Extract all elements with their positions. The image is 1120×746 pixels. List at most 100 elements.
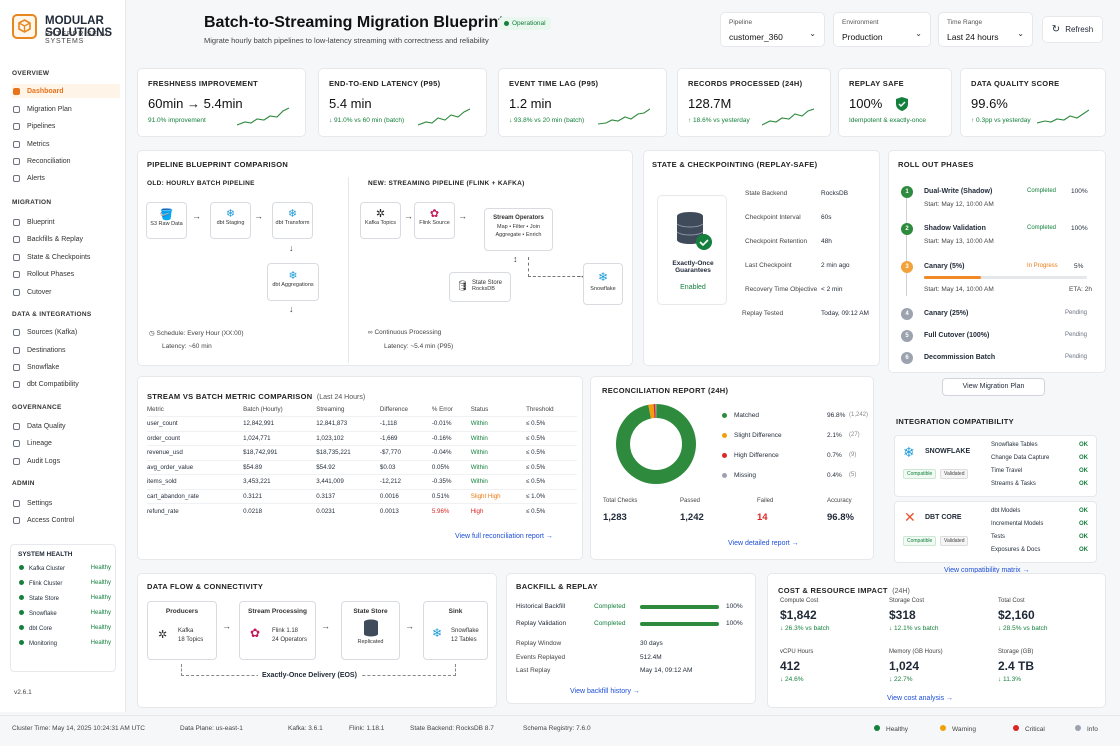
nav-state[interactable]: State & Checkpoints (12, 250, 120, 264)
cost-value: $318 (889, 608, 916, 622)
nav-label: Dashboard (27, 87, 64, 95)
nav-data-quality[interactable]: Data Quality (12, 419, 120, 433)
cost-label: vCPU Hours (780, 649, 814, 655)
environment-select[interactable]: Environment Production ⌄ (833, 12, 931, 47)
cost-label: Compute Cost (780, 598, 819, 604)
kafka-icon: ✲ (158, 629, 168, 641)
lock-icon (13, 516, 20, 524)
kafka-icon (13, 328, 20, 336)
refresh-button[interactable]: ↻ Refresh (1042, 16, 1103, 43)
dot-icon (1075, 725, 1081, 731)
nav-label: Cutover (27, 288, 52, 296)
canary-progress-track (924, 276, 1087, 279)
nav-backfills[interactable]: Backfills & Replay (12, 232, 120, 246)
node-flink-source[interactable]: ✿ Flink Source (414, 202, 455, 239)
continuous-label: Continuous Processing (374, 329, 442, 336)
nav-dbt[interactable]: dbt Compatibility (12, 377, 120, 391)
node-dbt-staging[interactable]: ❄ dbt Staging (210, 202, 251, 239)
snowflake-icon: ❄ (287, 208, 298, 220)
compatible-badge: Compatible (903, 536, 937, 546)
nav-reconciliation[interactable]: Reconciliation (12, 154, 120, 168)
backfill-bar-status: Completed (594, 620, 626, 627)
plan-icon (13, 105, 20, 113)
table-row[interactable]: cart_abandon_rate 0.3121 0.3137 0.0016 0.51%… (147, 489, 577, 504)
dbt-icon (13, 380, 20, 388)
data-flow-card: DATA FLOW & CONNECTIVITY Producers ✲ Kafka… (137, 573, 497, 708)
nav-snowflake[interactable]: Snowflake (12, 360, 120, 374)
flow-node-producers[interactable]: Producers ✲ Kafka 18 Topics (147, 601, 217, 660)
nav-blueprint[interactable]: Blueprint (12, 215, 120, 229)
health-row: dbt Core Healthy (19, 625, 111, 632)
legend-pct: 2.1% (827, 432, 842, 439)
kpi-value: 100% (849, 96, 883, 111)
table-row[interactable]: avg_order_value $54.89 $54.92 $0.03 0.05% Wit… (147, 460, 577, 475)
nav-sources[interactable]: Sources (Kafka) (12, 325, 120, 339)
nav-pipelines[interactable]: Pipelines (12, 119, 120, 133)
node-kafka[interactable]: ✲ Kafka Topics (360, 202, 401, 239)
time-range-select[interactable]: Time Range Last 24 hours ⌄ (938, 12, 1033, 47)
nav-lineage[interactable]: Lineage (12, 436, 120, 450)
table-cell: $0.03 (379, 463, 396, 471)
nav-label: Access Control (27, 516, 75, 524)
node-snowflake[interactable]: ❄ Snowflake (583, 263, 623, 305)
flow-node-sub: Snowflake (451, 628, 479, 634)
table-cell: Within (470, 449, 488, 457)
table-row[interactable]: refund_rate 0.0218 0.0231 0.0013 5.96% High ≤ … (147, 503, 577, 519)
table-cell: -12,212 (379, 478, 401, 486)
backfill-card: BACKFILL & REPLAY Replay Window 30 days E… (506, 573, 756, 704)
nav-rollout[interactable]: Rollout Phases (12, 267, 120, 281)
health-row: Flink Cluster Healthy (19, 580, 111, 587)
nav-audit[interactable]: Audit Logs (12, 454, 120, 468)
nav-migration-plan[interactable]: Migration Plan (12, 102, 120, 116)
view-compatibility-link[interactable]: View compatibility matrix → (944, 567, 1030, 574)
nav-alerts[interactable]: Alerts (12, 171, 120, 185)
table-row[interactable]: order_count 1,024,771 1,023,102 -1,669 -0.16… (147, 431, 577, 446)
view-backfill-history-link[interactable]: View backfill history → (570, 688, 640, 695)
phase-number: 6 (901, 352, 913, 364)
flink-icon: ✿ (429, 208, 440, 220)
nav-access[interactable]: Access Control (12, 513, 120, 527)
flow-node-sink[interactable]: Sink ❄ Snowflake 12 Tables (423, 601, 488, 660)
brand-logo[interactable] (12, 14, 37, 39)
view-migration-plan-button[interactable]: View Migration Plan (942, 378, 1045, 396)
system-health-title: SYSTEM HEALTH (18, 551, 73, 558)
flow-node-state-store[interactable]: State Store Replicated (341, 601, 400, 660)
legend-info: Info (1075, 725, 1098, 733)
compat-item-status: OK (1079, 442, 1088, 448)
state-value: RocksDB (821, 190, 849, 197)
node-dbt-aggregations[interactable]: ❄ dbt Aggregations (267, 263, 319, 301)
table-header-cell: % Error (431, 405, 453, 413)
infinity-icon: ∞ (368, 329, 375, 336)
health-row: Monitoring Healthy (19, 640, 111, 647)
table-cell: Within (470, 463, 488, 471)
cost-value: $2,160 (998, 608, 1035, 622)
pipeline-select[interactable]: Pipeline customer_360 ⌄ (720, 12, 825, 47)
view-detailed-report-link[interactable]: View detailed report → (728, 540, 799, 547)
table-row[interactable]: user_count 12,842,991 12,841,873 -1,118 -0.0… (147, 416, 577, 432)
nav-dashboard[interactable]: Dashboard (12, 84, 120, 98)
nav-destinations[interactable]: Destinations (12, 343, 120, 357)
kpi-sub: 91.0% improvement (148, 117, 206, 124)
view-cost-analysis-link[interactable]: View cost analysis → (887, 695, 954, 702)
nav-cutover[interactable]: Cutover (12, 285, 120, 299)
node-dbt-transform[interactable]: ❄ dbt Transform (272, 202, 313, 239)
node-stream-operators[interactable]: Stream Operators Map • Filter • Join Aggre… (484, 208, 553, 251)
table-cell: -0.35% (431, 478, 452, 486)
node-s3[interactable]: 🪣 S3 Raw Data (146, 202, 187, 239)
view-reconciliation-link[interactable]: View full reconciliation report → (455, 533, 553, 540)
nav-settings[interactable]: Settings (12, 496, 120, 510)
health-name: dbt Core (29, 626, 53, 632)
donut-slice-missing[interactable] (616, 404, 696, 484)
table-row[interactable]: revenue_usd $18,742,991 $18,735,221 -$7,770… (147, 445, 577, 461)
donut-slice-matched[interactable] (616, 404, 696, 484)
arrow-right-icon: → (458, 211, 467, 221)
backfill-progress-track (640, 622, 719, 626)
phase-number: 4 (901, 308, 913, 320)
nav-metrics[interactable]: Metrics (12, 137, 120, 151)
flow-node-processing[interactable]: Stream Processing ✿ Flink 1.18 24 Operators (239, 601, 316, 660)
table-row[interactable]: items_sold 3,453,221 3,441,009 -12,212 -0.35… (147, 474, 577, 490)
node-state-store[interactable]: 🛢 State Store RocksDB (449, 272, 511, 302)
nav-section-governance: GOVERNANCE (12, 404, 62, 411)
select-label: Environment (842, 19, 879, 26)
state-value: 60s (821, 214, 832, 221)
